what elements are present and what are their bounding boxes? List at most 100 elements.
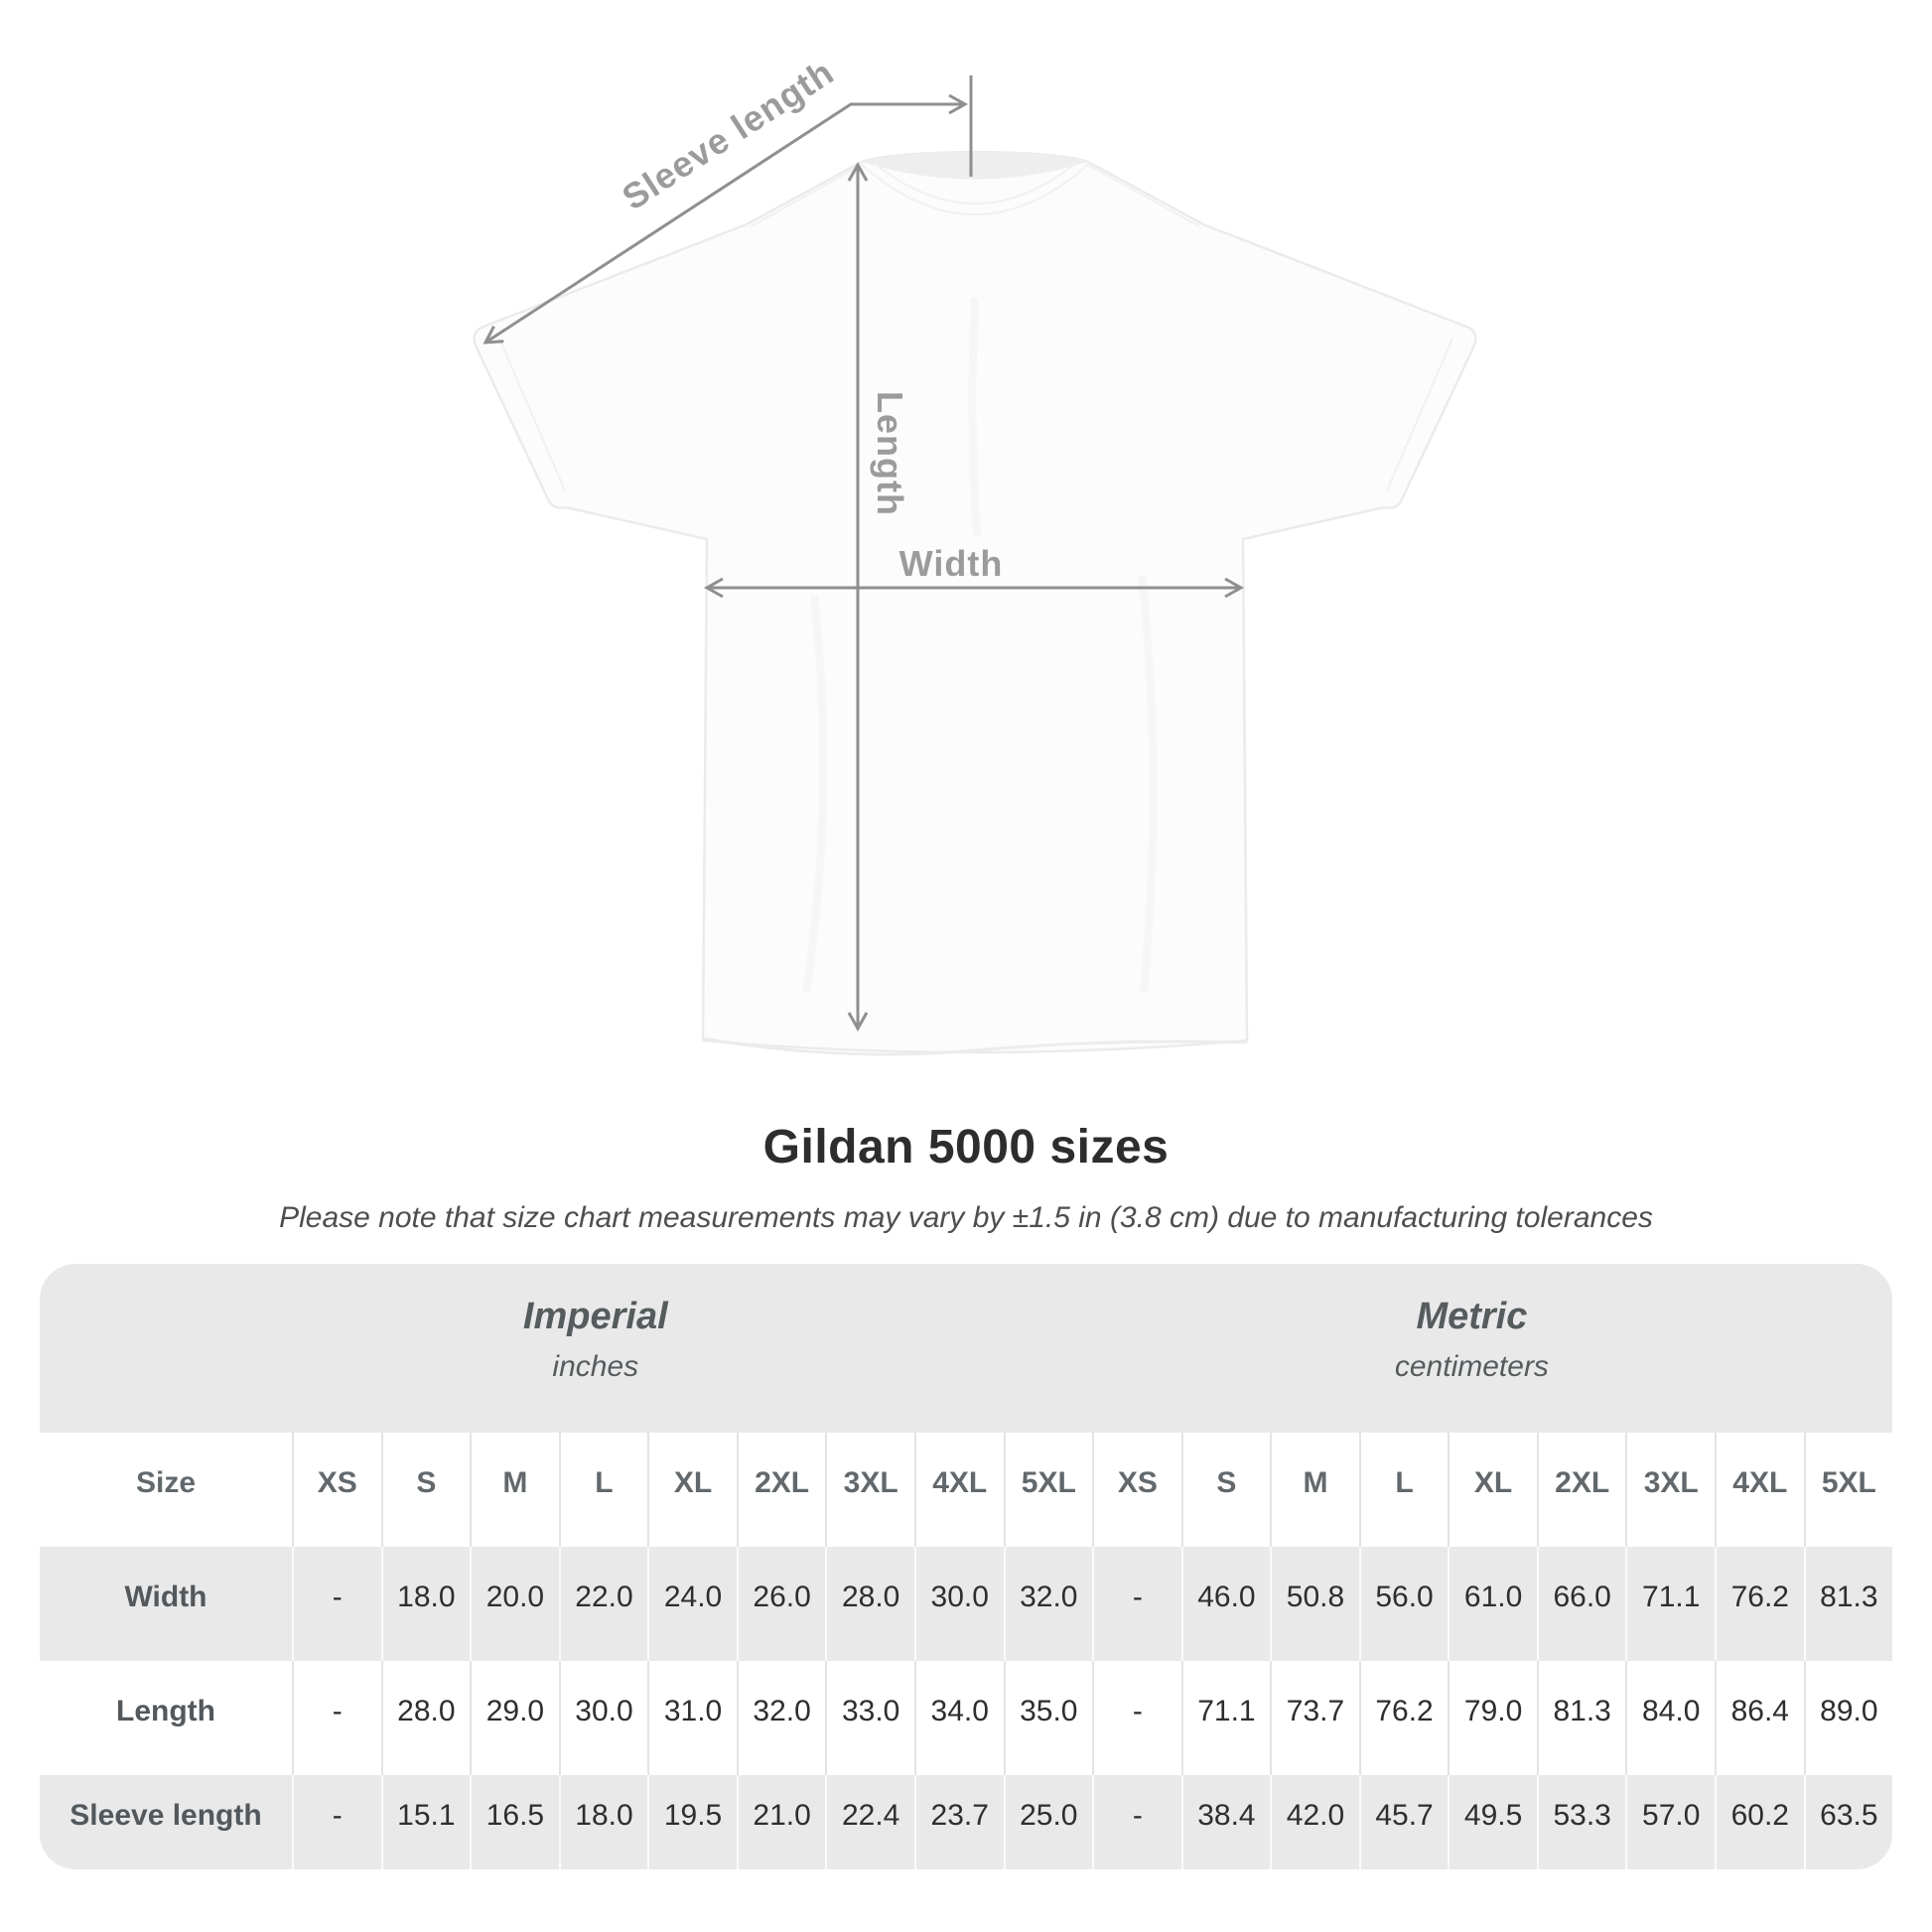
table-cell: 86.4: [1715, 1661, 1804, 1775]
column-header: 5XL: [1803, 1433, 1893, 1547]
table-cell: 18.0: [380, 1547, 471, 1661]
column-header: M: [470, 1433, 559, 1547]
table-cell: 76.2: [1715, 1547, 1804, 1661]
sleeve-length-arrow: [483, 93, 969, 345]
right-shoulder-seam: [1087, 164, 1200, 227]
column-header: XL: [647, 1433, 737, 1547]
table-cell: 42.0: [1270, 1775, 1359, 1869]
table-cell: 25.0: [1003, 1775, 1093, 1869]
column-header: 4XL: [913, 1433, 1004, 1547]
table-cell: 71.1: [1180, 1661, 1271, 1775]
metric-group-header: Metric centimeters: [1395, 1264, 1549, 1433]
table-cell: 29.0: [470, 1661, 559, 1775]
table-cell: 28.0: [380, 1661, 471, 1775]
table-cell: 79.0: [1448, 1661, 1537, 1775]
table-cell: 45.7: [1358, 1775, 1449, 1869]
table-cell: 84.0: [1625, 1661, 1715, 1775]
table-cell: 53.3: [1536, 1775, 1626, 1869]
table-cell: 32.0: [1003, 1547, 1093, 1661]
table-cell: 22.4: [825, 1775, 914, 1869]
table-cell: 19.5: [647, 1775, 737, 1869]
table-cell: 61.0: [1448, 1547, 1537, 1661]
table-cell: -: [1092, 1547, 1181, 1661]
column-header: S: [1180, 1433, 1271, 1547]
table-cell: 49.5: [1448, 1775, 1537, 1869]
length-label: Length: [870, 391, 910, 516]
metric-label: Metric: [1416, 1296, 1528, 1337]
table-cell: 57.0: [1625, 1775, 1715, 1869]
table-cell: 66.0: [1536, 1547, 1626, 1661]
size-table: Imperial inches Metric centimeters Size …: [40, 1264, 1892, 1869]
table-row-sleeve-length: Sleeve length - 15.1 16.5 18.0 19.5 21.0…: [40, 1775, 1892, 1869]
table-row-length: Length - 28.0 29.0 30.0 31.0 32.0 33.0 3…: [40, 1661, 1892, 1775]
column-header: 2XL: [736, 1433, 826, 1547]
column-header: 3XL: [1625, 1433, 1715, 1547]
column-header: L: [558, 1433, 648, 1547]
imperial-label: Imperial: [522, 1296, 668, 1337]
metric-unit-label: centimeters: [1394, 1350, 1549, 1383]
table-cell: -: [292, 1547, 381, 1661]
table-cell: -: [292, 1661, 381, 1775]
table-cell: 35.0: [1003, 1661, 1093, 1775]
table-cell: 46.0: [1180, 1547, 1271, 1661]
imperial-unit-label: inches: [552, 1350, 639, 1383]
table-cell: 23.7: [913, 1775, 1004, 1869]
table-cell: 71.1: [1625, 1547, 1715, 1661]
column-header: 2XL: [1536, 1433, 1626, 1547]
table-cell: 38.4: [1180, 1775, 1271, 1869]
table-cell: -: [1092, 1661, 1181, 1775]
column-header: 5XL: [1003, 1433, 1093, 1547]
size-header: Size: [135, 1465, 197, 1499]
row-label: Length: [116, 1694, 215, 1727]
wrinkle: [968, 297, 981, 537]
column-header: XS: [292, 1433, 381, 1547]
table-cell: 73.7: [1270, 1661, 1359, 1775]
table-cell: 76.2: [1358, 1661, 1449, 1775]
t-shirt-measurement-diagram: Sleeve length Length Width: [473, 52, 1477, 1056]
table-cell: 26.0: [736, 1547, 826, 1661]
right-cuff-stitch: [1386, 338, 1453, 491]
table-cell: 81.3: [1803, 1547, 1893, 1661]
table-cell: 24.0: [647, 1547, 737, 1661]
tolerance-note: Please note that size chart measurements…: [279, 1201, 1653, 1234]
table-cell: 16.5: [470, 1775, 559, 1869]
row-label: Width: [124, 1580, 207, 1613]
table-cell: 30.0: [913, 1547, 1004, 1661]
table-cell: 63.5: [1803, 1775, 1892, 1869]
hem-shadow: [702, 1036, 1248, 1056]
left-cuff-stitch: [498, 338, 566, 491]
column-header: XL: [1448, 1433, 1537, 1547]
table-cell: 34.0: [913, 1661, 1004, 1775]
table-cell: 89.0: [1803, 1661, 1893, 1775]
table-cell: 30.0: [558, 1661, 648, 1775]
row-label: Sleeve length: [69, 1798, 262, 1832]
table-cell: -: [1092, 1775, 1181, 1869]
table-cell: 31.0: [647, 1661, 737, 1775]
column-header: 4XL: [1715, 1433, 1804, 1547]
wrinkle: [1138, 575, 1158, 994]
wrinkle: [802, 595, 828, 994]
column-header: S: [380, 1433, 471, 1547]
column-header: XS: [1092, 1433, 1181, 1547]
table-cell: 18.0: [558, 1775, 648, 1869]
imperial-group-header: Imperial inches: [523, 1264, 668, 1433]
table-cell: 21.0: [736, 1775, 826, 1869]
table-cell: 56.0: [1358, 1547, 1449, 1661]
table-cell: 20.0: [470, 1547, 559, 1661]
table-cell: 22.0: [558, 1547, 648, 1661]
width-label: Width: [899, 543, 1004, 584]
table-cell: 33.0: [825, 1661, 914, 1775]
table-cell: 15.1: [380, 1775, 471, 1869]
table-cell: 28.0: [825, 1547, 914, 1661]
table-cell: 32.0: [736, 1661, 826, 1775]
t-shirt-illustration: [473, 151, 1477, 1056]
column-header: 3XL: [825, 1433, 914, 1547]
table-cell: 81.3: [1536, 1661, 1626, 1775]
unit-system-header: Imperial inches Metric centimeters: [40, 1264, 1892, 1433]
table-cell: 60.2: [1715, 1775, 1804, 1869]
table-cell: 50.8: [1270, 1547, 1359, 1661]
table-row-width: Width - 18.0 20.0 22.0 24.0 26.0 28.0 30…: [40, 1547, 1892, 1661]
size-header-row: Size XS S M L XL 2XL 3XL 4XL 5XL XS S M …: [40, 1433, 1892, 1547]
page-title: Gildan 5000 sizes: [762, 1121, 1170, 1173]
